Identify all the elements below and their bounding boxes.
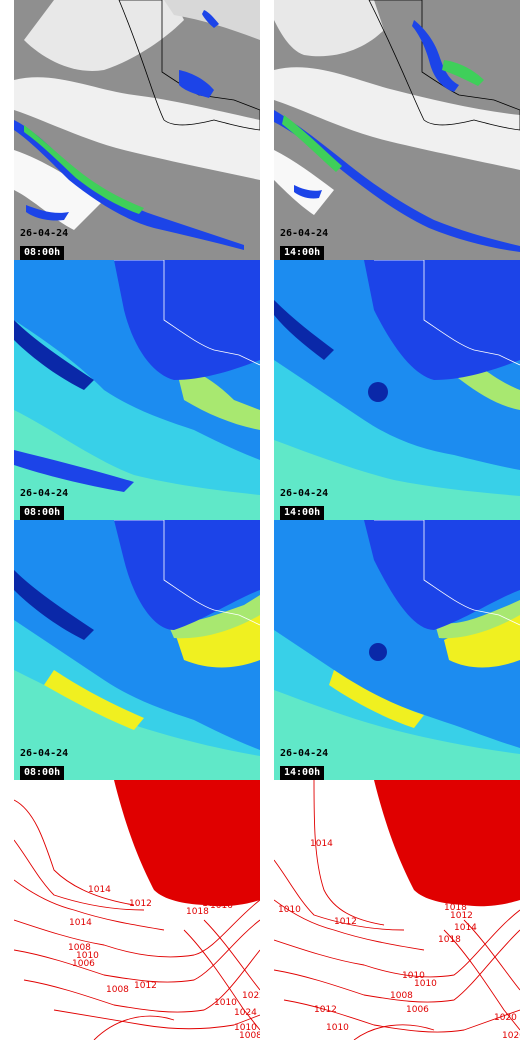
svg-text:1016: 1016	[210, 901, 233, 911]
wind-panel-0800: 26-04-24 08:00h	[14, 260, 260, 520]
svg-text:1010: 1010	[76, 951, 99, 961]
timestamp: 26-04-24 14:00h	[280, 488, 328, 520]
wind-speed-map	[274, 260, 520, 520]
time-label: 14:00h	[280, 246, 325, 260]
satellite-rain-panel-1400: 26-04-24 14:00h	[274, 0, 520, 260]
svg-text:1014: 1014	[310, 839, 333, 849]
gust-panel-0800: 26-04-24 08:00h	[14, 520, 260, 780]
svg-text:1008: 1008	[68, 943, 91, 953]
svg-text:1008: 1008	[390, 991, 413, 1001]
timestamp: 26-04-24 14:00h	[280, 228, 328, 260]
satellite-rain-panel-0800: 26-04-24 08:00h	[14, 0, 260, 260]
satellite-cloud-map	[274, 0, 520, 260]
svg-text:1026: 1026	[502, 1031, 520, 1040]
svg-text:1018: 1018	[186, 907, 209, 917]
pressure-panel-0800: 1014 1012 1018 1016 1014 1010 1008 1006 …	[14, 780, 260, 1040]
svg-text:1012: 1012	[314, 1005, 337, 1015]
date-label: 26-04-24	[280, 748, 329, 759]
svg-text:1006: 1006	[72, 959, 95, 969]
svg-text:1014: 1014	[454, 923, 477, 933]
svg-text:1022: 1022	[242, 991, 260, 1001]
svg-text:1018: 1018	[444, 903, 467, 913]
wind-panel-1400: 26-04-24 14:00h	[274, 260, 520, 520]
satellite-cloud-map	[14, 0, 260, 260]
svg-text:1010: 1010	[326, 1023, 349, 1033]
svg-text:1012: 1012	[129, 899, 152, 909]
svg-text:1018: 1018	[438, 935, 461, 945]
svg-text:1010: 1010	[402, 971, 425, 981]
pressure-panel-1400: 1014 1012 1010 1018 1016 1012 1014 1018 …	[274, 780, 520, 1040]
timestamp: 26-04-24 08:00h	[20, 488, 68, 520]
svg-text:1020: 1020	[494, 1013, 517, 1023]
svg-text:1008: 1008	[106, 985, 129, 995]
svg-text:1012: 1012	[134, 981, 157, 991]
svg-text:1006: 1006	[406, 1005, 429, 1015]
svg-text:1012: 1012	[450, 911, 473, 921]
timestamp: 26-04-24 14:00h	[280, 748, 328, 780]
svg-text:1010: 1010	[278, 905, 301, 915]
time-label: 08:00h	[20, 506, 65, 520]
gust-panel-1400: 26-04-24 14:00h	[274, 520, 520, 780]
date-label: 26-04-24	[20, 228, 69, 239]
isobar-map: 1014 1012 1010 1018 1016 1012 1014 1018 …	[274, 780, 520, 1040]
svg-text:1012: 1012	[334, 917, 357, 927]
date-label: 26-04-24	[280, 228, 329, 239]
wind-gust-map	[14, 520, 260, 780]
svg-text:1016: 1016	[202, 899, 225, 909]
svg-text:1010: 1010	[214, 998, 237, 1008]
wind-speed-map	[14, 260, 260, 520]
svg-text:1024: 1024	[234, 1008, 257, 1018]
svg-text:1014: 1014	[88, 885, 111, 895]
svg-text:1014: 1014	[69, 918, 92, 928]
timestamp: 26-04-24 08:00h	[20, 748, 68, 780]
isobar-map: 1014 1012 1018 1016 1014 1010 1008 1006 …	[14, 780, 260, 1040]
svg-text:1010: 1010	[234, 1023, 257, 1033]
date-label: 26-04-24	[20, 488, 69, 499]
date-label: 26-04-24	[20, 748, 69, 759]
time-label: 08:00h	[20, 766, 65, 780]
wind-gust-map	[274, 520, 520, 780]
time-label: 14:00h	[280, 766, 325, 780]
svg-text:1010: 1010	[414, 979, 437, 989]
svg-text:1008: 1008	[239, 1031, 260, 1040]
svg-text:1016: 1016	[464, 895, 487, 905]
timestamp: 26-04-24 08:00h	[20, 228, 68, 260]
date-label: 26-04-24	[280, 488, 329, 499]
time-label: 08:00h	[20, 246, 65, 260]
time-label: 14:00h	[280, 506, 325, 520]
